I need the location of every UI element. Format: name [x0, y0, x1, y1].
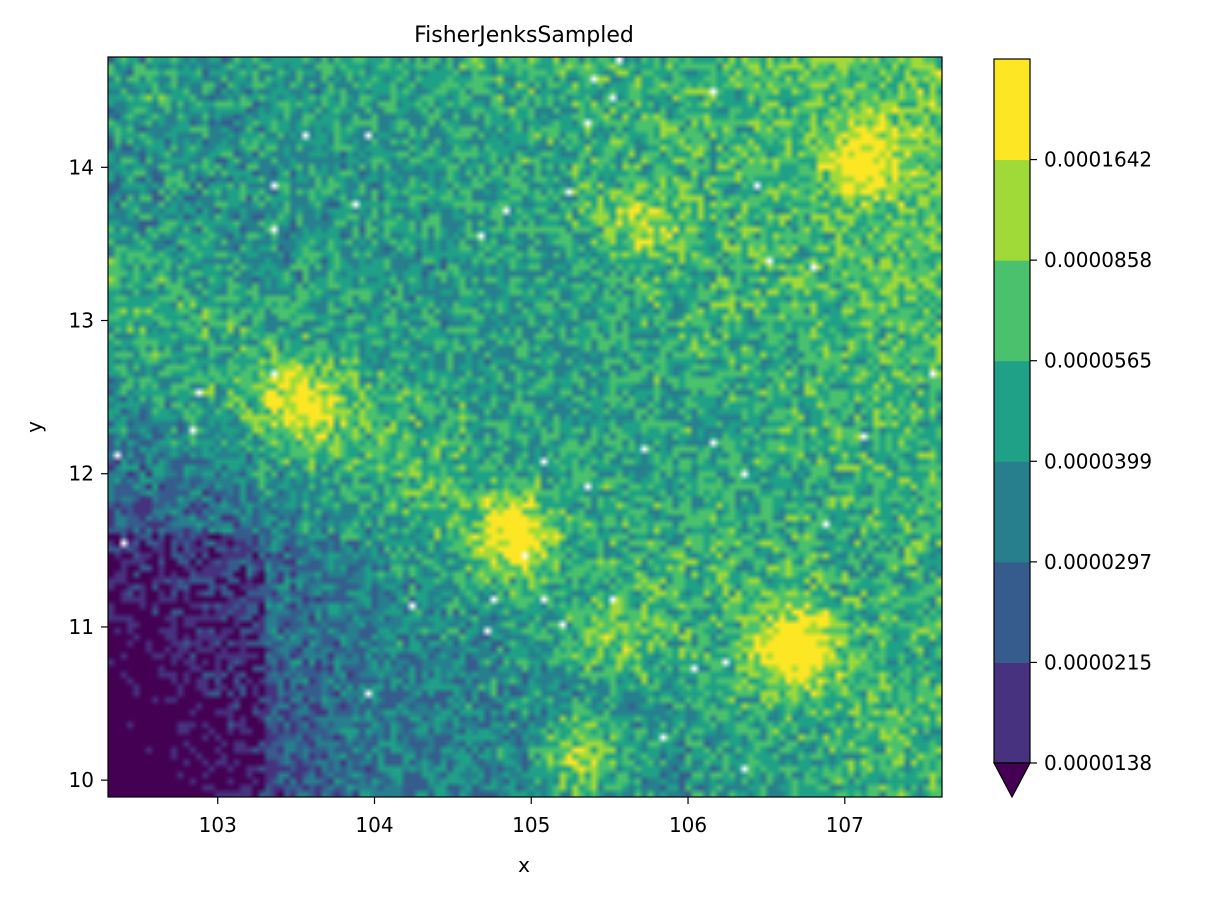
x-tick: 107: [826, 797, 864, 837]
colorbar-segment: [994, 561, 1030, 663]
x-tick-label: 104: [355, 813, 393, 837]
x-tick: 105: [512, 797, 550, 837]
colorbar-tick: 0.0001642: [1030, 148, 1152, 172]
y-tick: 14: [69, 155, 108, 179]
colorbar-segment: [994, 159, 1030, 261]
colorbar-tick-label: 0.0000565: [1044, 349, 1152, 373]
colorbar-tick: 0.0000138: [1030, 751, 1152, 775]
heatmap-raster: [108, 57, 942, 797]
colorbar-tick: 0.0000858: [1030, 248, 1152, 272]
y-tick-label: 10: [69, 768, 94, 792]
colorbar-segment: [994, 461, 1030, 563]
x-tick: 103: [199, 797, 237, 837]
colorbar-tick-label: 0.0000858: [1044, 248, 1152, 272]
chart-title: FisherJenksSampled: [414, 23, 634, 48]
colorbar-segment: [994, 662, 1030, 764]
colorbar-segment: [994, 260, 1030, 362]
x-tick: 106: [669, 797, 707, 837]
colorbar-segment: [994, 360, 1030, 462]
x-tick: 104: [355, 797, 394, 837]
x-tick-label: 105: [512, 813, 550, 837]
y-axis: 10 11 12 13 14: [69, 155, 108, 792]
y-tick: 12: [69, 462, 108, 486]
colorbar-frame: [993, 58, 1031, 764]
colorbar-tick: 0.0000297: [1030, 550, 1152, 574]
heatmap-plot-area: [107, 56, 943, 798]
x-tick-label: 103: [199, 813, 237, 837]
colorbar-tick: 0.0000215: [1030, 650, 1152, 674]
colorbar-tick-label: 0.0001642: [1044, 148, 1152, 172]
colorbar-tick-label: 0.0000215: [1044, 650, 1152, 674]
x-tick-label: 106: [669, 813, 707, 837]
colorbar-segment: [994, 59, 1030, 161]
y-tick-label: 14: [69, 155, 94, 179]
colorbar-tick-label: 0.0000399: [1044, 449, 1152, 473]
colorbar-extend-arrow: [993, 762, 1031, 799]
colorbar-tick: 0.0000399: [1030, 449, 1152, 473]
colorbar-tick-label: 0.0000297: [1044, 550, 1152, 574]
y-tick: 13: [69, 309, 108, 333]
y-tick-label: 11: [69, 615, 94, 639]
y-tick: 10: [69, 768, 108, 792]
y-tick: 11: [69, 615, 108, 639]
y-tick-label: 12: [69, 462, 94, 486]
plot-frame: [107, 56, 943, 798]
colorbar-tick-label: 0.0000138: [1044, 751, 1152, 775]
y-tick-label: 13: [69, 309, 94, 333]
colorbar-tick: 0.0000565: [1030, 349, 1152, 373]
colorbar: 0.0000138 0.0000215 0.0000297 0.0000399 0.00…: [993, 58, 1152, 799]
y-axis-label: y: [22, 421, 46, 433]
x-axis-label: x: [518, 853, 530, 877]
x-axis: 103 104 105 106 107: [199, 797, 864, 837]
x-tick-label: 107: [826, 813, 864, 837]
